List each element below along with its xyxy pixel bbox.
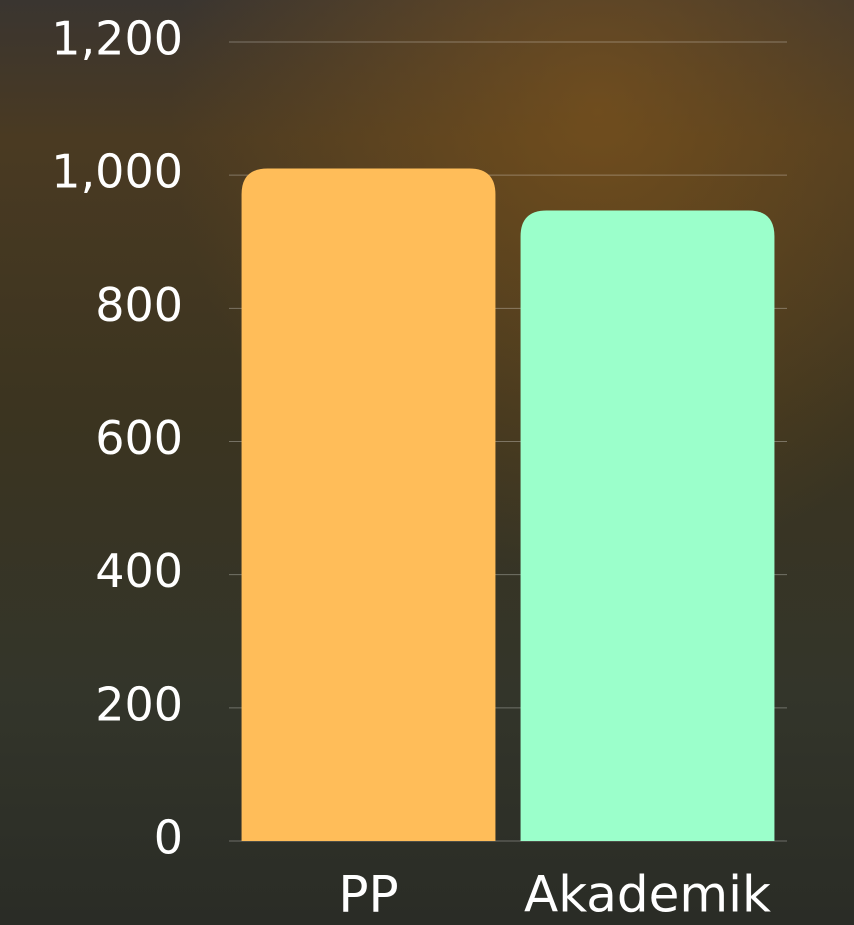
y-tick-label: 400 [95, 544, 183, 598]
x-tick-label: Akademik [524, 866, 771, 924]
y-tick-label: 800 [95, 278, 183, 332]
y-tick-label: 200 [95, 677, 183, 731]
y-tick-label: 1,000 [51, 145, 183, 199]
x-tick-label: PP [338, 866, 398, 924]
bar [242, 169, 496, 841]
bar [521, 210, 775, 841]
chart: 0 200 400 600 800 1,000 1,200 PP Akademik [0, 0, 854, 925]
y-tick-label: 0 [154, 811, 183, 865]
y-tick-label: 600 [95, 411, 183, 465]
y-tick-label: 1,200 [51, 12, 183, 66]
